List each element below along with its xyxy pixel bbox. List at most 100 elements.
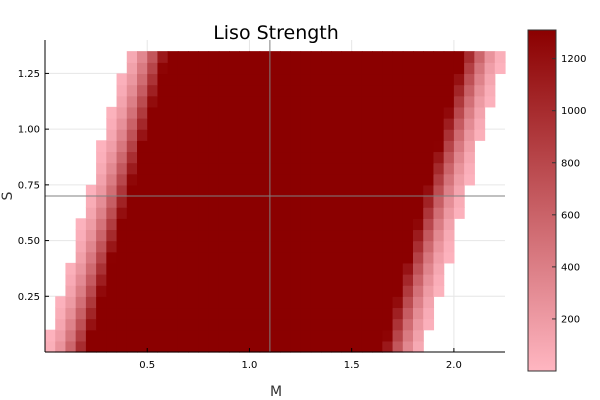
heatmap-cell [382,173,394,186]
heatmap-cell [259,207,271,219]
heatmap-cell [300,307,312,320]
heatmap-cell [464,129,475,141]
heatmap-cell [208,62,220,75]
heatmap-cell [464,62,475,75]
heatmap-cell [75,340,87,353]
heatmap-cell [218,196,230,208]
heatmap-cell [423,251,435,264]
heatmap-cell [269,62,281,75]
heatmap-cell [116,296,128,309]
colorbar-tick-label: 400 [561,262,580,273]
heatmap-cell [198,129,210,141]
heatmap-cell [402,106,414,119]
heatmap-cell [188,184,199,197]
heatmap-cell [167,118,179,130]
heatmap-cell [413,207,424,219]
heatmap-cell [413,296,424,309]
heatmap-cell [341,62,353,75]
heatmap-cell [392,207,404,219]
x-axis-label: M [270,384,282,400]
heatmap-cell [147,184,159,197]
heatmap-cell [331,95,343,108]
heatmap-cell [361,118,373,130]
heatmap-cell [280,73,291,86]
heatmap-cell [382,73,394,86]
heatmap-cell [229,218,240,231]
heatmap-cell [116,229,128,242]
heatmap-cell [321,218,332,231]
heatmap-cell [280,84,291,97]
heatmap-cell [96,251,107,264]
heatmap-cell [280,207,291,219]
heatmap-cell [208,318,220,331]
heatmap-cell [413,73,424,86]
heatmap-cell [361,162,373,175]
heatmap-cell [413,84,424,97]
heatmap-cell [341,207,353,219]
heatmap-cell [280,240,291,253]
heatmap-cell [392,73,404,86]
heatmap-cell [413,184,424,197]
heatmap-cell [413,229,424,242]
heatmap-cell [331,285,343,297]
heatmap-cell [157,118,169,130]
heatmap-cell [372,307,383,320]
heatmap-cell [167,151,179,164]
heatmap-cell [351,329,363,342]
heatmap-cell [126,207,138,219]
heatmap-cell [126,184,138,197]
heatmap-cell [198,274,210,286]
heatmap-cell [443,173,455,186]
heatmap-cell [157,162,169,175]
heatmap-cell [249,307,261,320]
heatmap-cell [484,84,496,97]
heatmap-cell [413,95,424,108]
heatmap-cell [198,262,210,275]
heatmap-cell [218,73,230,86]
y-ticks: 0.25 0.50 0.75 1.00 1.25 [18,69,49,303]
heatmap-cell [259,173,271,186]
heatmap-cell [106,162,118,175]
heatmap-cell [157,51,169,63]
heatmap-cell [331,318,343,331]
heatmap-cell [361,140,373,153]
heatmap-cell [290,51,302,63]
heatmap-cell [177,84,189,97]
heatmap-cell [392,118,404,130]
heatmap-cell [147,240,159,253]
heatmap-cell [331,262,343,275]
heatmap-cell [453,129,465,141]
heatmap-cell [300,62,312,75]
heatmap-cell [126,340,138,353]
heatmap-cell [423,151,435,164]
heatmap-cell [269,73,281,86]
heatmap-cell [75,285,87,297]
heatmap-cell [229,106,240,119]
heatmap-cell [167,240,179,253]
heatmap-cell [208,51,220,63]
heatmap-cell [433,140,445,153]
heatmap-cell [372,285,383,297]
heatmap-cell [229,274,240,286]
heatmap-cell [198,173,210,186]
heatmap-cell [269,329,281,342]
heatmap-cell [229,162,240,175]
heatmap-cell [443,240,455,253]
heatmap-cell [474,51,486,63]
heatmap-cell [402,307,414,320]
heatmap-cell [188,262,199,275]
heatmap-cell [300,274,312,286]
heatmap-cell [45,340,56,353]
heatmap-cell [96,140,107,153]
heatmap-cell [106,340,118,353]
heatmap-cell [177,184,189,197]
heatmap-cell [75,296,87,309]
heatmap-cell [413,51,424,63]
heatmap-cell [137,95,148,108]
heatmap-cell [361,106,373,119]
heatmap-cell [351,84,363,97]
heatmap-cell [137,218,148,231]
heatmap-cell [65,340,77,353]
heatmap-cell [372,51,383,63]
colorbar-tick-label: 1200 [561,54,586,65]
